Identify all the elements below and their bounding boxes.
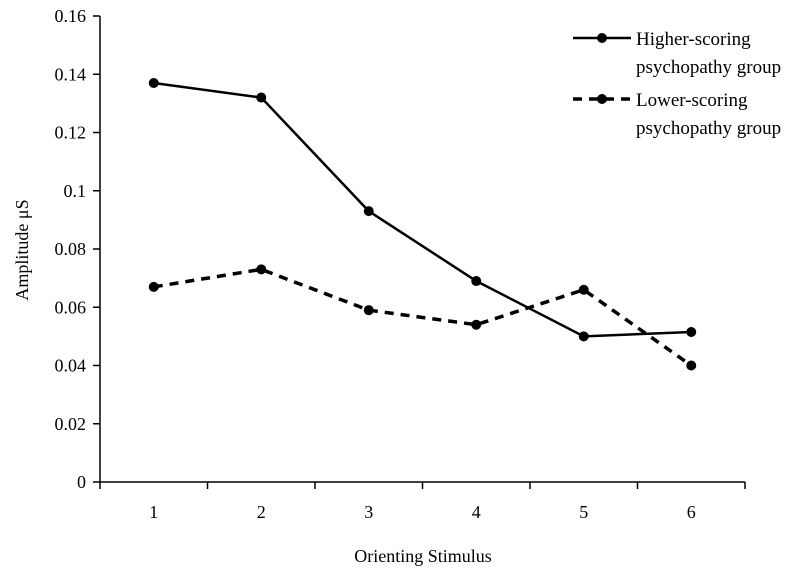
series-1 (148, 77, 697, 342)
data-point (471, 319, 482, 330)
y-tick-label: 0.06 (55, 297, 87, 317)
y-axis-title: Amplitude μS (12, 199, 32, 300)
axes (99, 16, 745, 483)
y-tick-label: 0 (77, 472, 86, 492)
x-tick-label: 4 (472, 502, 481, 522)
data-point (686, 327, 697, 338)
legend-item-2: Lower-scoring psychopathy group (573, 90, 781, 139)
x-tick-label: 6 (687, 502, 696, 522)
data-point (256, 264, 267, 275)
legend-label: Higher-scoring (636, 29, 751, 50)
x-tick-label: 1 (149, 502, 158, 522)
data-point (148, 281, 159, 292)
y-tick-label: 0.04 (55, 356, 87, 376)
legend-marker (597, 33, 607, 43)
x-tick-label: 3 (364, 502, 373, 522)
y-tick-label: 0.12 (55, 123, 87, 143)
legend-label: Lower-scoring (636, 90, 748, 111)
data-point (471, 276, 482, 287)
legend-label: psychopathy group (636, 118, 781, 139)
x-tick-label: 2 (257, 502, 266, 522)
y-axis-ticks: 0 0.02 0.04 0.06 0.08 0.1 0.12 0.14 0.16 (55, 6, 100, 492)
data-point (363, 206, 374, 217)
legend-item-1: Higher-scoring psychopathy group (573, 29, 781, 78)
legend-label: psychopathy group (636, 57, 781, 78)
data-point (578, 284, 589, 295)
x-axis-title: Orienting Stimulus (354, 546, 492, 566)
data-point (148, 77, 159, 88)
data-point (686, 360, 697, 371)
series-group (148, 77, 697, 371)
y-tick-label: 0.1 (64, 181, 87, 201)
data-point (363, 305, 374, 316)
x-axis-ticks: 1 2 3 4 5 6 (99, 482, 746, 522)
data-point (578, 331, 589, 342)
y-tick-label: 0.14 (55, 64, 87, 84)
series-2 (148, 264, 697, 371)
data-point (256, 92, 267, 103)
y-tick-label: 0.08 (55, 239, 87, 259)
series-line (153, 81, 692, 338)
legend-marker (597, 94, 607, 104)
x-tick-label: 5 (579, 502, 588, 522)
y-tick-label: 0.02 (55, 414, 87, 434)
series-line (153, 267, 693, 367)
y-tick-label: 0.16 (55, 6, 87, 26)
